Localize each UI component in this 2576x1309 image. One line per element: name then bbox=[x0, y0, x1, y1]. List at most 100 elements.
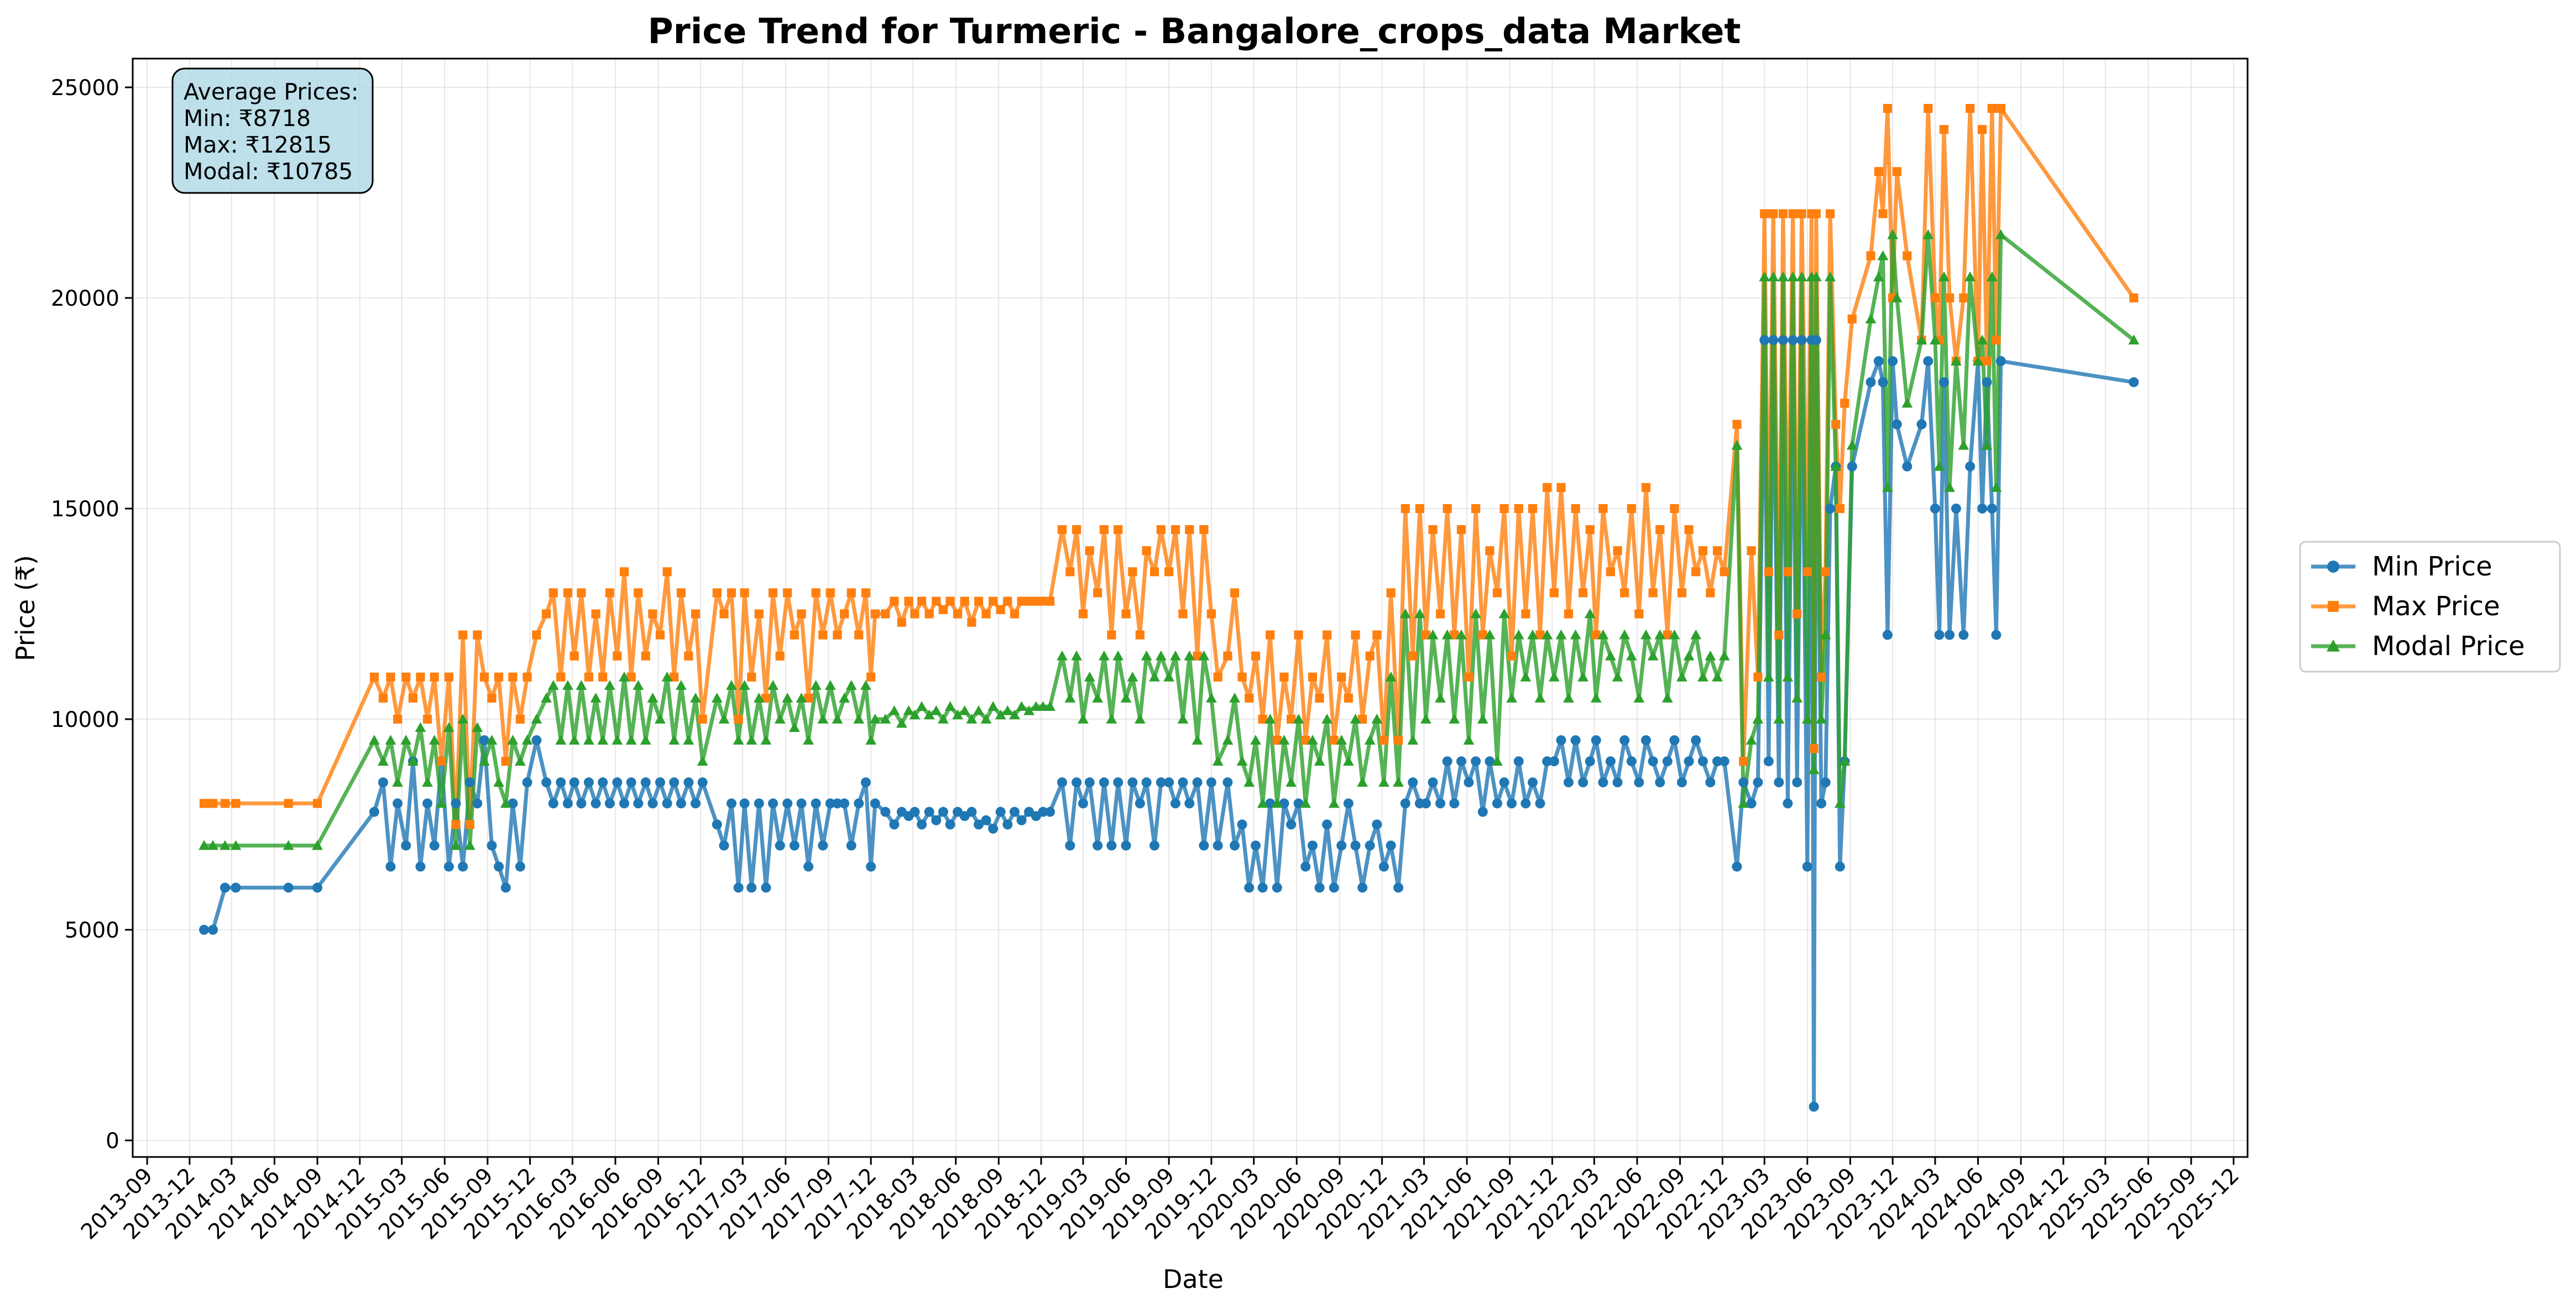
data-point-0 bbox=[569, 777, 579, 788]
data-point-0 bbox=[1809, 1102, 1819, 1112]
data-point-2 bbox=[1690, 629, 1702, 640]
data-point-1 bbox=[1797, 209, 1806, 218]
data-point-2 bbox=[817, 714, 829, 724]
data-point-2 bbox=[1570, 629, 1581, 640]
data-point-1 bbox=[1142, 546, 1151, 556]
data-point-1 bbox=[1301, 736, 1310, 745]
data-point-0 bbox=[508, 798, 518, 809]
data-point-0 bbox=[1732, 861, 1742, 872]
data-point-1 bbox=[1543, 483, 1552, 492]
data-point-1 bbox=[1322, 630, 1332, 640]
data-point-1 bbox=[1492, 588, 1502, 598]
data-point-0 bbox=[458, 861, 468, 872]
data-point-1 bbox=[1528, 504, 1538, 514]
data-point-1 bbox=[1078, 609, 1088, 619]
data-point-0 bbox=[832, 798, 843, 809]
data-point-1 bbox=[1099, 525, 1109, 535]
x-axis-ticks: 2013-092013-122014-032014-062014-092014-… bbox=[76, 1157, 2244, 1244]
data-point-0 bbox=[1866, 377, 1876, 388]
data-point-0 bbox=[1106, 840, 1117, 851]
data-point-2 bbox=[436, 798, 447, 808]
data-point-2 bbox=[1763, 671, 1774, 682]
data-point-1 bbox=[1230, 588, 1240, 598]
data-point-2 bbox=[753, 693, 765, 703]
data-point-0 bbox=[1336, 840, 1347, 851]
data-point-0 bbox=[1662, 756, 1673, 767]
data-point-1 bbox=[1213, 672, 1222, 682]
data-point-2 bbox=[1626, 650, 1637, 661]
data-point-0 bbox=[1365, 840, 1375, 851]
data-point-1 bbox=[1760, 209, 1769, 218]
data-point-2 bbox=[625, 735, 637, 745]
legend: Min Price Max Price Modal Price bbox=[2299, 541, 2561, 673]
data-point-1 bbox=[1435, 609, 1445, 619]
data-point-2 bbox=[853, 714, 865, 724]
data-point-1 bbox=[1031, 596, 1041, 606]
data-point-1 bbox=[1135, 630, 1145, 640]
data-point-0 bbox=[1184, 798, 1195, 809]
data-point-1 bbox=[508, 672, 518, 682]
data-point-1 bbox=[1648, 588, 1658, 598]
legend-frame bbox=[2299, 541, 2561, 673]
data-point-2 bbox=[803, 735, 814, 745]
data-point-2 bbox=[472, 722, 483, 732]
data-point-0 bbox=[1923, 356, 1934, 366]
data-point-0 bbox=[1640, 735, 1651, 746]
data-point-1 bbox=[605, 588, 614, 598]
data-point-2 bbox=[1584, 608, 1596, 619]
data-point-0 bbox=[754, 798, 764, 809]
data-point-1 bbox=[967, 617, 976, 627]
data-point-1 bbox=[1613, 546, 1622, 556]
data-point-1 bbox=[458, 630, 468, 640]
data-point-2 bbox=[1229, 693, 1240, 703]
data-point-0 bbox=[515, 861, 525, 872]
data-point-1 bbox=[797, 609, 806, 619]
data-point-2 bbox=[220, 840, 231, 850]
data-point-0 bbox=[1499, 777, 1509, 788]
data-point-2 bbox=[1336, 735, 1347, 745]
data-point-1 bbox=[1816, 672, 1826, 682]
data-point-0 bbox=[1237, 819, 1247, 830]
data-point-0 bbox=[1891, 419, 1902, 430]
data-point-2 bbox=[1705, 650, 1716, 661]
data-point-2 bbox=[619, 671, 630, 682]
data-point-2 bbox=[415, 722, 426, 732]
data-point-2 bbox=[987, 701, 999, 711]
data-point-0 bbox=[1435, 798, 1446, 809]
data-point-1 bbox=[1085, 546, 1094, 556]
data-point-1 bbox=[1930, 293, 1940, 303]
data-point-0 bbox=[1178, 777, 1188, 788]
data-point-2 bbox=[1597, 629, 1609, 640]
data-point-1 bbox=[1959, 293, 1968, 303]
data-point-1 bbox=[1329, 736, 1339, 745]
data-point-2 bbox=[1057, 650, 1068, 661]
data-point-2 bbox=[385, 735, 396, 745]
data-point-1 bbox=[220, 799, 230, 808]
data-point-1 bbox=[1471, 504, 1481, 514]
series-markers bbox=[198, 104, 2140, 1112]
data-point-1 bbox=[1199, 525, 1209, 535]
data-point-2 bbox=[507, 735, 519, 745]
data-point-1 bbox=[1107, 630, 1116, 640]
data-point-0 bbox=[1811, 335, 1821, 345]
data-point-0 bbox=[880, 807, 891, 817]
data-point-1 bbox=[231, 799, 241, 808]
data-point-0 bbox=[1934, 630, 1945, 640]
data-point-1 bbox=[1237, 672, 1247, 682]
data-point-0 bbox=[1788, 335, 1798, 345]
data-point-0 bbox=[1009, 807, 1020, 817]
data-point-0 bbox=[995, 807, 1006, 817]
y-tick-label: 10000 bbox=[51, 708, 119, 732]
data-point-1 bbox=[1977, 125, 1987, 134]
data-point-0 bbox=[739, 798, 750, 809]
data-point-1 bbox=[847, 588, 856, 598]
data-point-2 bbox=[931, 705, 942, 715]
data-point-2 bbox=[1307, 735, 1318, 745]
data-point-1 bbox=[1185, 525, 1194, 535]
data-point-1 bbox=[1401, 504, 1410, 514]
data-point-1 bbox=[670, 672, 679, 682]
data-point-0 bbox=[1982, 377, 1992, 388]
data-point-1 bbox=[1892, 167, 1901, 176]
data-point-0 bbox=[1093, 840, 1103, 851]
data-point-0 bbox=[1251, 840, 1261, 851]
